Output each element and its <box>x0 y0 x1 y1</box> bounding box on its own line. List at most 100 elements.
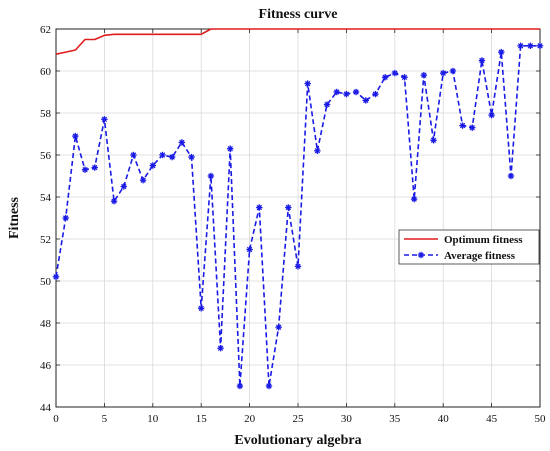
marker-stroke <box>314 148 321 154</box>
data-point-average <box>333 88 340 96</box>
marker-stroke <box>227 146 233 152</box>
data-point-average <box>168 153 176 161</box>
series-line-optimum <box>55 28 540 55</box>
data-point-average <box>459 122 466 129</box>
data-point-average <box>72 132 79 140</box>
data-point-average <box>391 69 398 77</box>
data-point-average <box>478 57 486 64</box>
data-point-average <box>265 382 273 390</box>
data-point-average <box>110 198 118 205</box>
marker-stroke <box>304 80 311 87</box>
data-point-average <box>236 382 244 390</box>
x-axis-label: Evolutionary algebra <box>234 433 361 448</box>
data-point-average <box>440 69 447 77</box>
x-tick-label: 25 <box>293 413 305 425</box>
series-line-average <box>55 44 540 387</box>
marker-stroke <box>82 167 88 173</box>
data-point-average <box>120 183 127 190</box>
marker-stroke <box>140 177 146 183</box>
marker-stroke <box>72 133 79 139</box>
x-tick-label: 15 <box>196 413 208 425</box>
data-point-average <box>372 90 379 98</box>
data-point-average <box>130 151 137 159</box>
data-point-average <box>430 137 437 144</box>
marker-stroke <box>159 152 166 158</box>
y-tick-label: 48 <box>40 318 52 330</box>
marker-stroke <box>440 70 446 76</box>
data-point-average <box>401 74 408 81</box>
data-point-average <box>256 204 263 211</box>
data-point-average <box>275 324 282 331</box>
marker-stroke <box>169 154 175 160</box>
data-point-average <box>304 80 311 87</box>
data-point-average <box>314 147 321 154</box>
data-point-average <box>217 345 224 352</box>
data-point-average <box>285 204 292 211</box>
marker-stroke <box>334 89 340 95</box>
marker-stroke <box>537 43 543 49</box>
data-point-average <box>527 42 534 49</box>
y-tick-label: 56 <box>40 150 52 162</box>
data-point-average <box>343 90 350 98</box>
y-tick-label: 44 <box>40 402 52 414</box>
marker-stroke <box>101 116 108 122</box>
legend-label-average: Average fitness <box>444 250 516 262</box>
marker-stroke <box>353 89 359 95</box>
marker-stroke <box>121 183 127 190</box>
data-point-average <box>198 305 205 312</box>
data-point-average <box>323 101 331 108</box>
x-tick-label: 45 <box>486 413 498 425</box>
marker-stroke <box>450 68 456 74</box>
marker-stroke <box>92 164 98 171</box>
series-layer <box>52 28 544 390</box>
legend-box <box>398 229 540 265</box>
y-tick-label: 60 <box>40 66 52 78</box>
y-tick-label: 46 <box>40 360 52 372</box>
marker-stroke <box>246 246 253 253</box>
marker-stroke <box>459 122 466 129</box>
marker-stroke <box>266 383 272 389</box>
data-point-average <box>62 214 69 222</box>
marker-stroke <box>382 74 388 80</box>
data-point-average <box>246 246 253 253</box>
x-tick-label: 30 <box>341 413 353 425</box>
marker-stroke <box>498 49 504 55</box>
marker-stroke <box>527 43 534 49</box>
marker-stroke <box>285 204 292 211</box>
marker-stroke <box>488 112 495 118</box>
marker-stroke <box>324 101 330 108</box>
data-point-average <box>507 172 515 180</box>
data-point-average <box>381 74 389 81</box>
x-tick-label: 10 <box>147 413 159 425</box>
marker-stroke <box>275 324 282 330</box>
marker-stroke <box>179 139 185 146</box>
data-point-average <box>410 195 418 203</box>
data-point-average <box>498 48 505 56</box>
marker-stroke <box>469 125 475 131</box>
y-tick-label: 50 <box>40 276 52 288</box>
data-point-average <box>207 172 215 180</box>
marker-stroke <box>198 305 204 311</box>
marker-stroke <box>411 196 417 202</box>
legend-label-optimum: Optimum fitness <box>444 234 523 246</box>
data-point-average <box>227 145 234 152</box>
data-point-average <box>362 97 369 104</box>
grid <box>55 28 541 408</box>
data-point-average <box>188 153 195 161</box>
marker-stroke <box>62 215 69 221</box>
marker-stroke <box>372 91 379 97</box>
x-tick-label: 35 <box>389 413 401 425</box>
data-point-average <box>81 166 89 173</box>
data-point-average <box>52 273 60 280</box>
data-point-average <box>178 139 186 146</box>
y-tick-label: 54 <box>40 192 52 204</box>
marker-stroke <box>217 345 224 351</box>
x-tick-label: 20 <box>244 413 256 425</box>
data-point-average <box>91 164 98 171</box>
data-point-average <box>517 42 524 49</box>
data-point-average <box>149 162 156 169</box>
marker-stroke <box>237 383 243 389</box>
data-point-average <box>488 111 495 119</box>
marker-stroke <box>479 57 485 64</box>
